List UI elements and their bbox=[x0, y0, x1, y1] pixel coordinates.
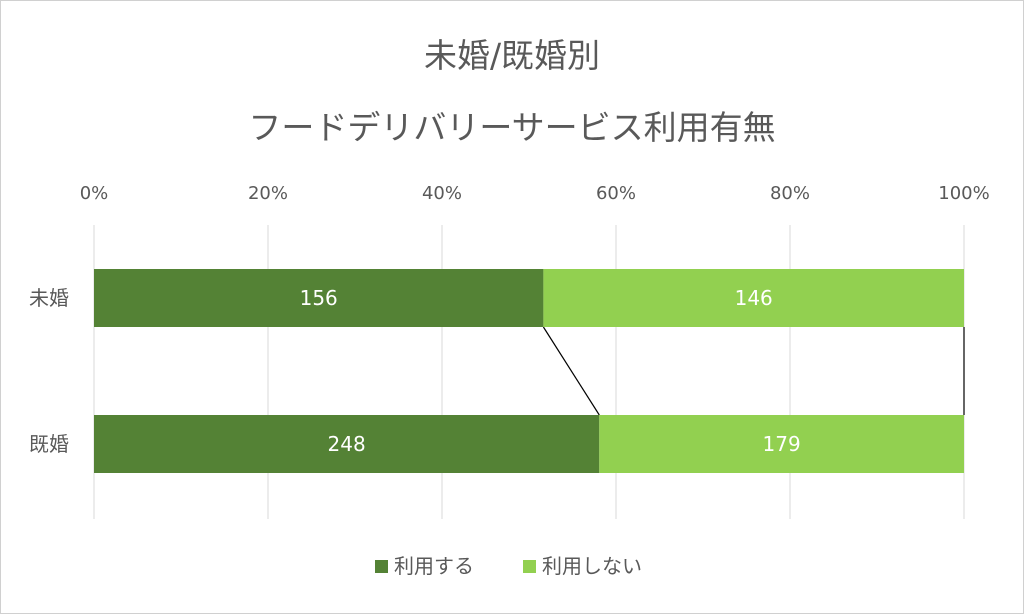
series-lines bbox=[542, 326, 965, 416]
category-label: 既婚 bbox=[29, 432, 69, 456]
x-tick-label: 60% bbox=[596, 183, 636, 204]
x-axis-ticks: 0% 20% 40% 60% 80% 100% bbox=[80, 183, 990, 204]
chart-title-line-1: 未婚/既婚別 bbox=[424, 36, 600, 75]
data-label: 156 bbox=[300, 286, 338, 310]
legend-swatch bbox=[523, 560, 536, 573]
data-label: 179 bbox=[763, 432, 801, 456]
data-label: 248 bbox=[328, 432, 366, 456]
series-line bbox=[542, 326, 600, 416]
x-tick-label: 80% bbox=[770, 183, 810, 204]
chart-title-line-2: フードデリバリーサービス利用有無 bbox=[248, 108, 775, 147]
x-tick-label: 100% bbox=[938, 183, 989, 204]
x-tick-label: 40% bbox=[422, 183, 462, 204]
bar-segment bbox=[94, 269, 544, 327]
bar-segment bbox=[94, 415, 600, 473]
x-tick-label: 0% bbox=[80, 183, 109, 204]
data-label: 146 bbox=[735, 286, 773, 310]
legend: 利用する 利用しない bbox=[375, 554, 642, 578]
legend-swatch bbox=[375, 560, 388, 573]
bar-segment bbox=[599, 415, 964, 473]
bar-segment bbox=[543, 269, 964, 327]
bars: 156 146 248 179 bbox=[94, 269, 964, 473]
category-label: 未婚 bbox=[29, 286, 69, 310]
legend-label: 利用しない bbox=[542, 554, 642, 578]
legend-label: 利用する bbox=[394, 554, 474, 578]
x-tick-label: 20% bbox=[248, 183, 288, 204]
